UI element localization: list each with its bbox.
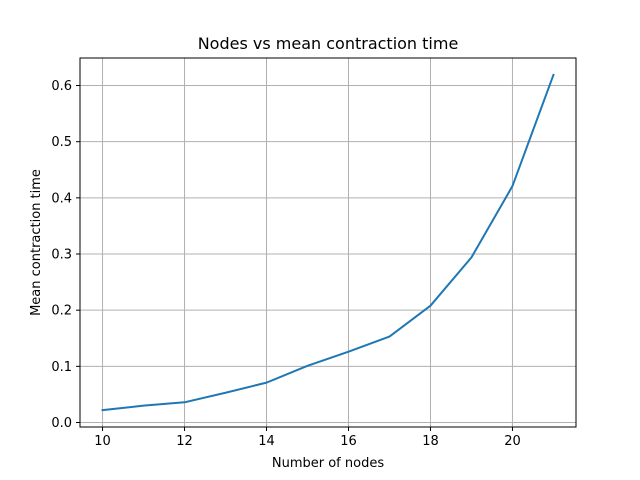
y-tick-label: 0.5 <box>51 135 72 150</box>
x-tick-label: 18 <box>422 434 439 449</box>
y-tick-label: 0.6 <box>51 79 72 94</box>
x-tick-label: 16 <box>340 434 357 449</box>
y-axis-label: Mean contraction time <box>29 169 44 316</box>
x-tick-label: 20 <box>504 434 521 449</box>
x-tick-label: 10 <box>94 434 111 449</box>
y-tick-label: 0.4 <box>51 191 72 206</box>
y-tick-label: 0.3 <box>51 248 72 263</box>
x-tick-label: 14 <box>258 434 275 449</box>
series-line <box>101 73 555 412</box>
plot-frame <box>79 57 577 428</box>
chart-title: Nodes vs mean contraction time <box>198 34 459 53</box>
x-axis-ticks: 10 12 14 16 18 20 <box>94 427 521 449</box>
y-tick-label: 0.1 <box>51 360 72 375</box>
x-axis-label: Number of nodes <box>272 456 384 471</box>
y-tick-label: 0.0 <box>51 416 72 431</box>
y-axis-ticks: 0.0 0.1 0.2 0.3 0.4 0.5 0.6 <box>51 79 80 431</box>
x-tick-label: 12 <box>176 434 193 449</box>
y-tick-label: 0.2 <box>51 304 72 319</box>
grid-lines <box>80 58 576 427</box>
series-layer <box>101 73 555 412</box>
